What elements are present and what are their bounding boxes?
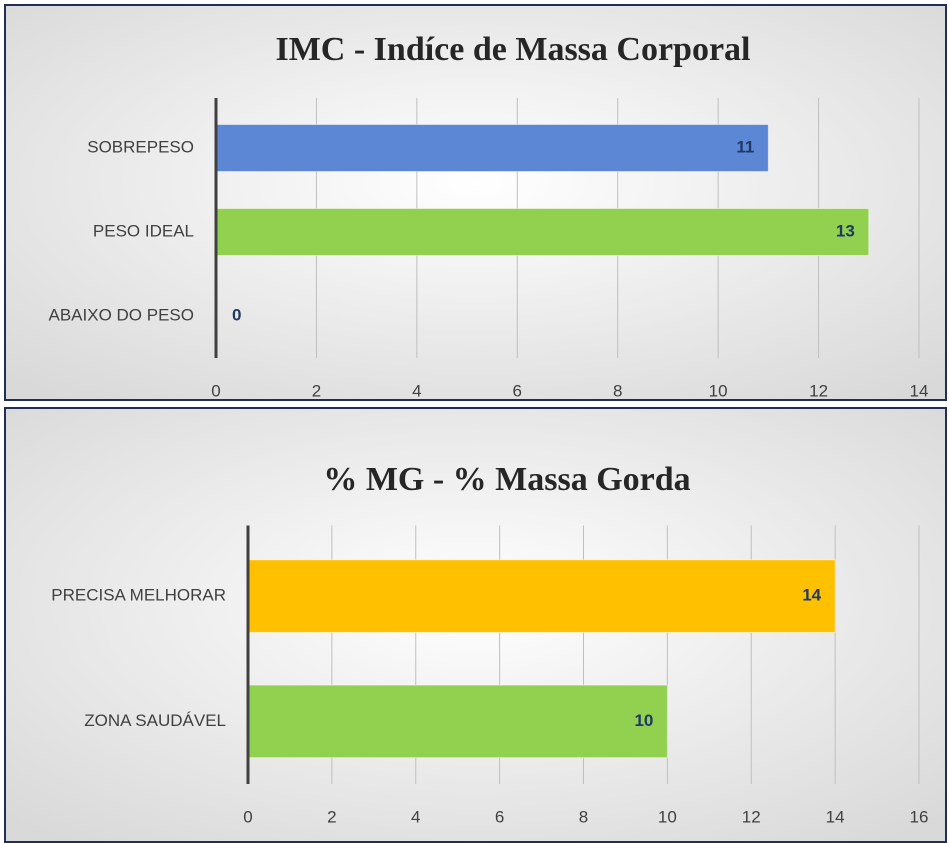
bar	[215, 123, 769, 173]
x-tick-label: 12	[742, 807, 761, 826]
x-tick-label: 4	[411, 807, 420, 826]
x-tick-label: 6	[513, 381, 522, 400]
x-tick-label: 12	[809, 381, 828, 400]
x-tick-label: 10	[709, 381, 728, 400]
y-tick-label: PESO IDEAL	[93, 221, 194, 240]
x-tick-label: 4	[412, 381, 421, 400]
y-tick-label: ABAIXO DO PESO	[49, 305, 195, 324]
bar	[247, 684, 668, 759]
x-tick-label: 16	[910, 807, 929, 826]
value-label: 13	[836, 221, 855, 240]
x-tick-label: 2	[327, 807, 336, 826]
x-tick-label: 8	[613, 381, 622, 400]
value-label: 11	[736, 137, 754, 156]
x-tick-label: 0	[243, 807, 252, 826]
x-tick-label: 14	[910, 381, 929, 400]
chart-title: % MG - % Massa Gorda	[323, 461, 690, 498]
x-tick-label: 0	[211, 381, 220, 400]
y-tick-label: SOBREPESO	[87, 137, 194, 156]
x-tick-label: 8	[579, 807, 588, 826]
y-tick-label: PRECISA MELHORAR	[51, 586, 226, 605]
chart-frame	[4, 4, 947, 401]
value-label: 14	[802, 586, 821, 605]
x-tick-label: 6	[495, 807, 504, 826]
x-tick-label: 10	[658, 807, 677, 826]
x-tick-label: 14	[826, 807, 845, 826]
value-label: 10	[634, 711, 653, 730]
value-label: 0	[232, 305, 241, 324]
bar	[247, 559, 836, 633]
x-tick-label: 2	[312, 381, 321, 400]
y-tick-label: ZONA SAUDÁVEL	[84, 711, 226, 730]
bar	[215, 207, 870, 257]
chart-title: IMC - Indíce de Massa Corporal	[275, 31, 750, 68]
